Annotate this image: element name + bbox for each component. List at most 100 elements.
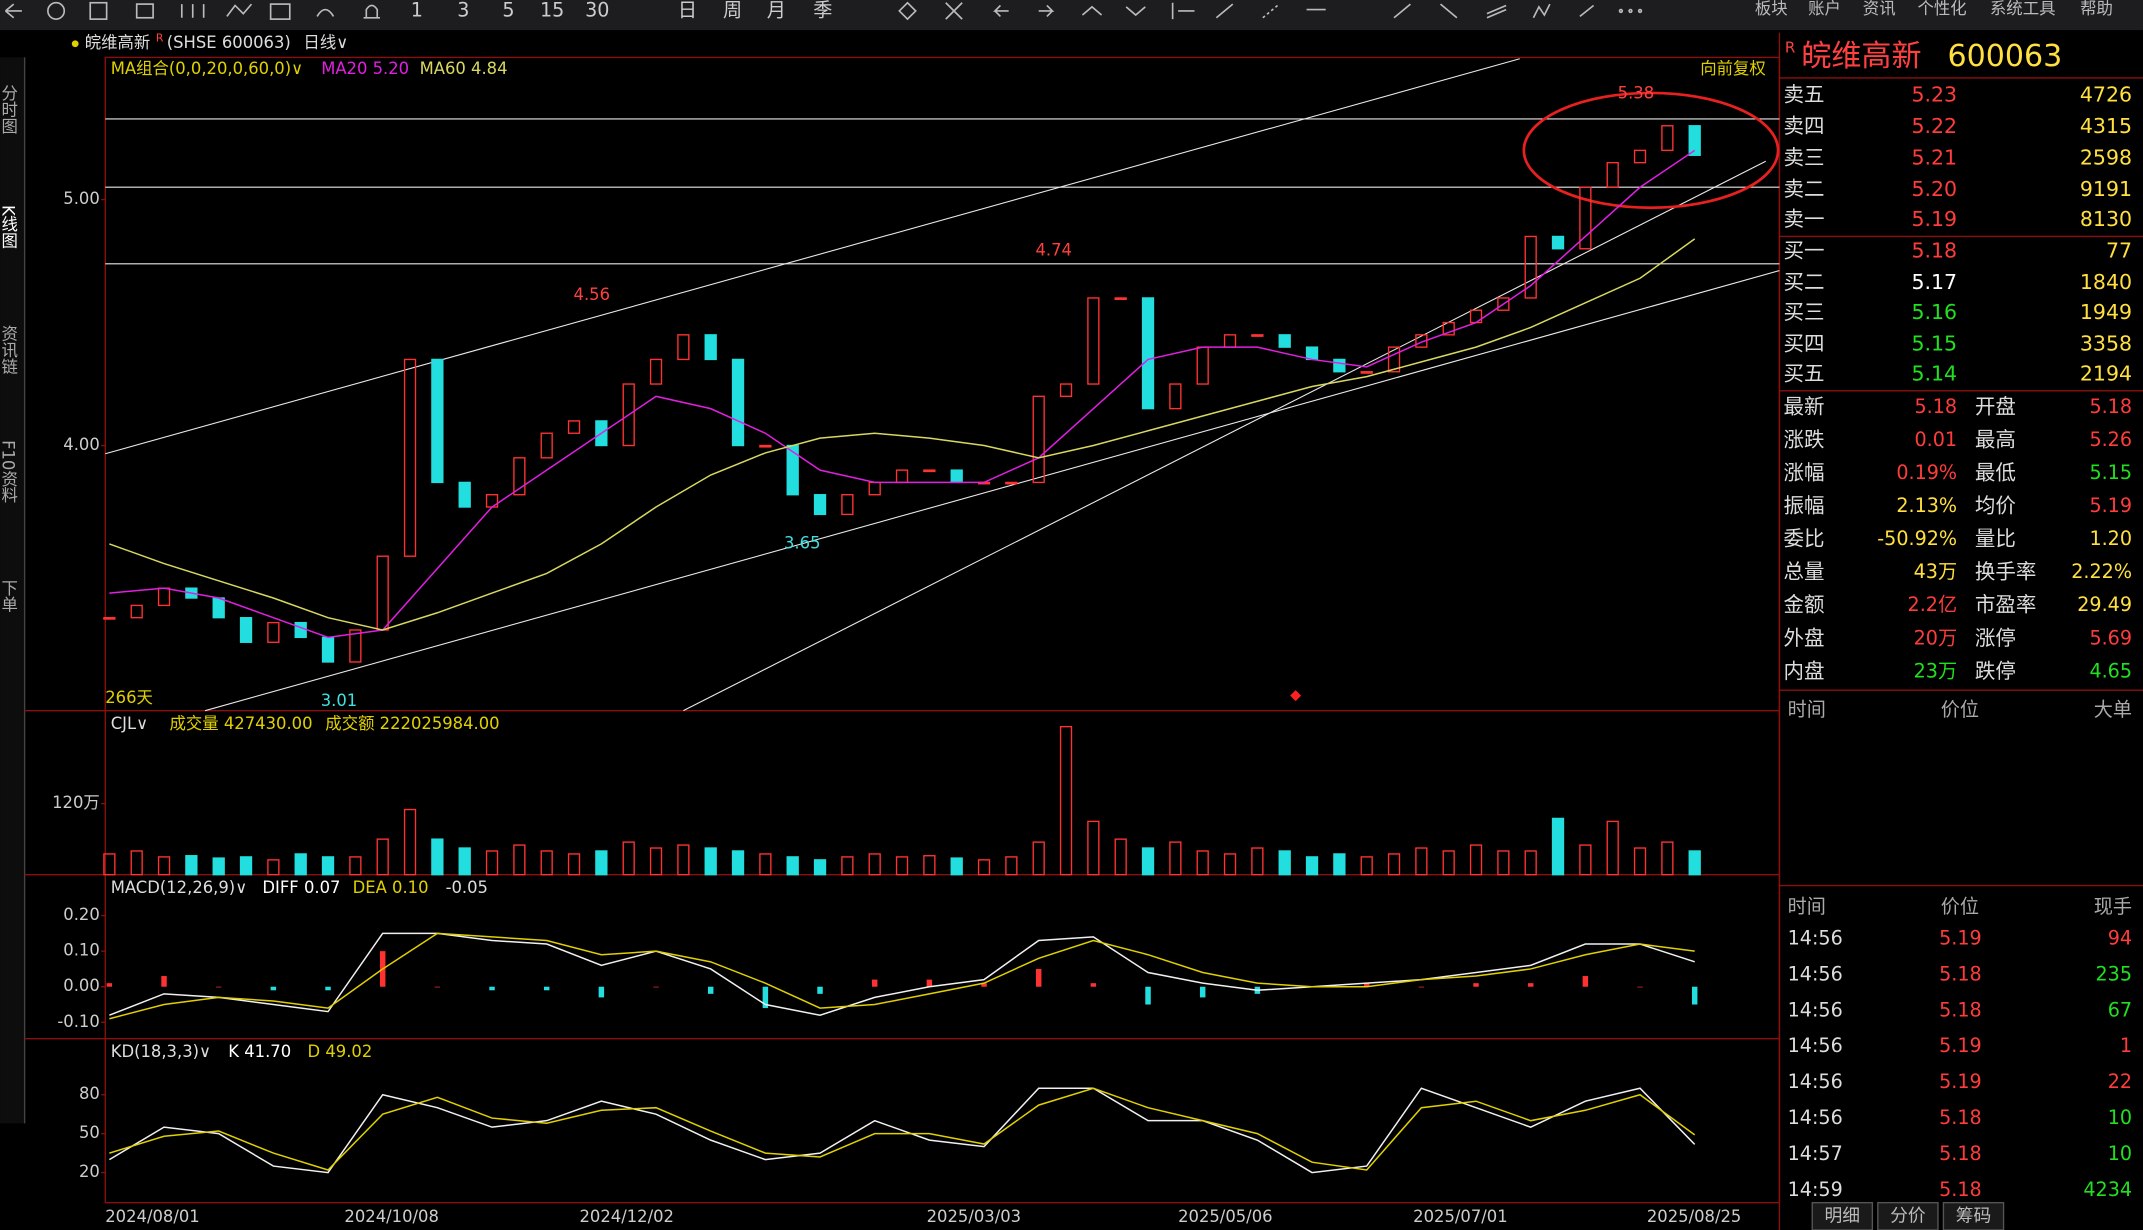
stat-value: 20万 bbox=[1914, 626, 1957, 649]
volume-bar bbox=[1059, 725, 1073, 876]
stat-label: 涨跌 bbox=[1784, 427, 1825, 451]
col-header: 价位 bbox=[1941, 895, 1979, 918]
tab-box[interactable] bbox=[1811, 1201, 1874, 1230]
book-price: 5.23 bbox=[1911, 83, 1957, 107]
book-price: 5.14 bbox=[1911, 361, 1957, 385]
candle bbox=[1497, 297, 1510, 311]
book-label: 卖三 bbox=[1784, 146, 1825, 170]
period-button[interactable]: 15 bbox=[540, 0, 564, 21]
volume-bar bbox=[431, 838, 444, 876]
tick-price: 5.18 bbox=[1939, 1178, 1982, 1201]
legend-item: MACD(12,26,9)∨ bbox=[111, 878, 247, 897]
candle bbox=[294, 621, 307, 639]
candle bbox=[103, 617, 116, 620]
stat-label: 总量 bbox=[1784, 560, 1825, 584]
menu-item[interactable]: 个性化 bbox=[1917, 0, 1966, 18]
candle bbox=[1032, 395, 1045, 484]
period-select[interactable]: 日线∨ bbox=[303, 33, 348, 52]
period-button[interactable]: 30 bbox=[585, 0, 609, 21]
menu-item[interactable]: 账户 bbox=[1808, 0, 1841, 18]
macd-bar bbox=[926, 979, 933, 987]
book-price: 5.19 bbox=[1911, 207, 1957, 231]
volume-bar bbox=[1469, 844, 1483, 876]
adjust-label: 向前复权 bbox=[1700, 59, 1766, 78]
book-volume: 4726 bbox=[2080, 83, 2132, 107]
period-button[interactable]: 5 bbox=[502, 0, 514, 21]
stat-label: 量比 bbox=[1975, 527, 2016, 551]
macd-tick-label: 0.00 bbox=[63, 976, 100, 995]
macd-bar bbox=[1527, 983, 1534, 987]
volume-bar bbox=[567, 853, 581, 876]
price-annotation: 5.38 bbox=[1618, 83, 1655, 102]
side-tab[interactable]: 资讯链 bbox=[0, 325, 18, 374]
macd-tick-label: 0.20 bbox=[63, 905, 100, 924]
volume-bar bbox=[731, 850, 745, 876]
status-dot bbox=[71, 40, 79, 48]
period-button[interactable]: 日 bbox=[678, 0, 697, 21]
volume-bar bbox=[485, 850, 499, 876]
stat-label: 最低 bbox=[1975, 460, 2016, 484]
candle bbox=[677, 334, 690, 361]
candle bbox=[212, 597, 225, 619]
candle bbox=[1606, 161, 1619, 188]
tab-box[interactable] bbox=[1942, 1201, 2005, 1230]
trend-line bbox=[204, 270, 1780, 712]
volume-bar bbox=[212, 857, 225, 876]
stock-mark: R bbox=[156, 31, 164, 44]
legend-item: 成交额 222025984.00 bbox=[325, 714, 499, 733]
volume-bar bbox=[1278, 850, 1291, 876]
book-volume: 2598 bbox=[2080, 146, 2132, 170]
stat-label: 委比 bbox=[1784, 527, 1825, 551]
period-button[interactable]: 季 bbox=[813, 0, 832, 21]
volume-bar bbox=[1633, 847, 1647, 876]
stat-value: 0.19% bbox=[1896, 461, 1957, 484]
legend-item: KD(18,3,3)∨ bbox=[111, 1042, 211, 1061]
menu-item[interactable]: 系统工具 bbox=[1990, 0, 2056, 18]
menu-item[interactable]: 板块 bbox=[1755, 0, 1788, 18]
tick-price: 5.19 bbox=[1939, 926, 1982, 949]
candle bbox=[1087, 297, 1100, 385]
period-button[interactable]: 月 bbox=[767, 0, 786, 21]
menu-item[interactable]: 帮助 bbox=[2080, 0, 2113, 18]
book-label: 买一 bbox=[1784, 238, 1825, 262]
x-tick-label: 2025/05/06 bbox=[1178, 1207, 1272, 1226]
tab-box[interactable] bbox=[1877, 1201, 1939, 1230]
menu-item[interactable]: 资讯 bbox=[1863, 0, 1896, 18]
book-price: 5.15 bbox=[1911, 331, 1957, 355]
candle bbox=[759, 444, 772, 448]
volume-bar bbox=[677, 844, 690, 876]
bottom-tab[interactable]: 筹码 bbox=[1956, 1205, 1992, 1226]
stat-value: 2.22% bbox=[2071, 560, 2132, 583]
stat-label: 跌停 bbox=[1975, 659, 2016, 683]
period-button[interactable]: 1 bbox=[411, 0, 423, 21]
candle bbox=[1387, 346, 1401, 373]
candle bbox=[1551, 235, 1565, 250]
k-line bbox=[108, 1087, 1696, 1174]
stat-value: 2.2亿 bbox=[1908, 593, 1958, 616]
volume-bar bbox=[895, 856, 909, 876]
legend-item: D 49.02 bbox=[308, 1042, 373, 1061]
legend-item: 成交量 427430.00 bbox=[170, 714, 313, 733]
bottom-tab[interactable]: 明细 bbox=[1825, 1205, 1861, 1226]
side-tab[interactable]: 分时图 bbox=[0, 85, 18, 134]
volume-bar bbox=[1415, 847, 1428, 876]
side-tab[interactable]: 下单 bbox=[0, 579, 18, 612]
toolbar-icons bbox=[4, 1, 1643, 21]
candle bbox=[1688, 125, 1701, 156]
volume-bar bbox=[868, 853, 881, 876]
volume-bar bbox=[813, 859, 827, 876]
side-tab[interactable]: F10资料 bbox=[0, 440, 18, 503]
volume-bar bbox=[595, 850, 608, 876]
bottom-tab[interactable]: 分价 bbox=[1890, 1205, 1926, 1226]
volume-bar bbox=[513, 844, 526, 876]
book-label: 卖五 bbox=[1784, 83, 1825, 107]
tick-volume: 94 bbox=[2108, 926, 2132, 949]
tick-time: 14:56 bbox=[1788, 926, 1843, 949]
book-label: 买五 bbox=[1784, 361, 1825, 385]
macd-bar bbox=[871, 979, 878, 987]
period-button[interactable]: 3 bbox=[457, 0, 469, 21]
tick-time: 14:56 bbox=[1788, 998, 1843, 1021]
volume-bar bbox=[294, 853, 307, 876]
period-button[interactable]: 周 bbox=[723, 0, 742, 21]
side-tab[interactable]: K线图 bbox=[0, 205, 18, 249]
